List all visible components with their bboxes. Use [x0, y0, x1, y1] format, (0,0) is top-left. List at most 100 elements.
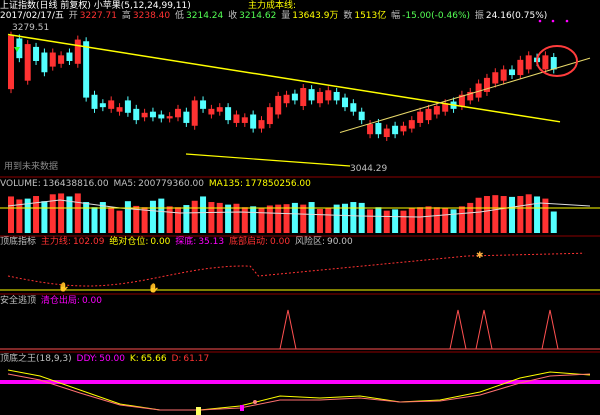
volume-bar — [91, 207, 98, 233]
candle-body — [367, 124, 374, 135]
candle-body — [517, 59, 524, 76]
volume-bar — [149, 200, 156, 233]
volume-bar — [74, 193, 81, 233]
buy-arrow-icon — [14, 47, 20, 52]
candle-body — [483, 77, 490, 92]
escape-spike — [541, 309, 559, 350]
volume-bar — [233, 203, 240, 233]
volume-bar — [425, 206, 432, 233]
candle-body — [233, 114, 240, 123]
volume-bar — [8, 196, 14, 233]
volume-bar — [408, 208, 415, 233]
candle-body — [91, 94, 98, 109]
candle-body — [74, 39, 81, 64]
candle-body — [108, 100, 115, 109]
bottom-signal-icon: ✋ — [58, 281, 69, 293]
k-line — [7, 369, 591, 411]
candle-body — [149, 111, 156, 118]
volume-bar — [316, 208, 323, 233]
candle-body — [300, 88, 307, 107]
candle-body — [66, 52, 73, 61]
resistance-line — [7, 33, 561, 123]
candle-body — [500, 69, 507, 81]
volume-bar — [258, 208, 265, 233]
candle-body — [124, 100, 131, 113]
volume-bar — [358, 202, 365, 233]
volume-bar — [200, 196, 207, 233]
candle-body — [492, 72, 499, 84]
candle-body — [175, 108, 181, 118]
volume-bar — [333, 204, 340, 233]
safety-indicator-header: 安全逃顶 清仓出局: 0.00 — [0, 296, 102, 306]
candle-body — [392, 125, 399, 135]
candle-body — [400, 125, 407, 132]
candle-body — [425, 108, 432, 121]
highlight-circle — [536, 45, 578, 77]
volume-bar — [509, 196, 515, 233]
volume-bar — [342, 203, 348, 233]
volume-bar — [500, 196, 507, 233]
candle-body — [141, 112, 148, 118]
candle-body — [442, 103, 449, 112]
volume-bar — [375, 207, 382, 233]
candle-body — [525, 55, 532, 70]
candle-body — [475, 83, 482, 98]
volume-bar — [191, 200, 198, 233]
marker-dot — [538, 19, 542, 23]
candle-body — [225, 107, 232, 121]
volume-bar — [291, 202, 298, 233]
candle-body — [550, 57, 557, 70]
volume-bar — [83, 202, 90, 233]
signal-dot — [253, 400, 257, 404]
candle-body — [342, 97, 348, 108]
volume-bar — [458, 206, 465, 233]
volume-bar — [58, 193, 65, 233]
bottom-trendline — [185, 153, 351, 167]
volume-bar — [492, 195, 499, 233]
volume-bar — [483, 196, 490, 233]
volume-bar — [166, 206, 173, 233]
volume-bar — [417, 207, 424, 233]
candle-body — [358, 111, 365, 121]
price-max-label: 3279.51 — [12, 23, 50, 33]
king-indicator-header: 顶底之王(18,9,3) DDY: 50.00 K: 65.66 D: 61.17 — [0, 354, 210, 364]
candle-body — [99, 103, 106, 108]
volume-bar — [325, 208, 332, 233]
volume-bar — [133, 205, 140, 233]
d-line — [7, 373, 591, 411]
candle-body — [542, 55, 549, 70]
volume-bar — [116, 210, 123, 233]
top-signal-icon: ✱ — [476, 251, 484, 261]
candle-body — [16, 38, 23, 59]
candle-body — [8, 35, 14, 90]
volume-bar — [467, 202, 474, 233]
volume-bar — [49, 194, 56, 233]
candle-body — [275, 95, 282, 115]
volume-bar — [141, 207, 148, 233]
price-min-label: 3044.29 — [350, 164, 388, 174]
volume-bar — [534, 196, 541, 233]
volume-bar — [99, 202, 106, 233]
candle-body — [33, 46, 40, 61]
candle-body — [283, 94, 290, 104]
volume-bar — [550, 211, 557, 233]
candle-body — [49, 52, 56, 67]
bottom-indicator-header: 顶底指标 主力线: 102.09 绝对仓位: 0.00 探底: 35.13 底部启动:… — [0, 237, 353, 247]
candle-body — [191, 100, 198, 126]
volume-bar — [41, 201, 48, 233]
volume-bar — [266, 205, 273, 233]
escape-spike — [279, 309, 297, 350]
volume-bar — [475, 197, 482, 233]
volume-bar — [542, 198, 549, 233]
candle-body — [383, 128, 390, 138]
volume-bar — [308, 202, 315, 233]
candle-body — [325, 90, 332, 101]
candle-body — [216, 107, 223, 112]
candle-body — [417, 111, 424, 123]
candle-body — [333, 91, 340, 101]
volume-bar — [525, 194, 532, 233]
candle-body — [208, 108, 215, 115]
candle-body — [458, 94, 465, 107]
candle-body — [41, 52, 48, 73]
volume-bar — [300, 204, 307, 233]
